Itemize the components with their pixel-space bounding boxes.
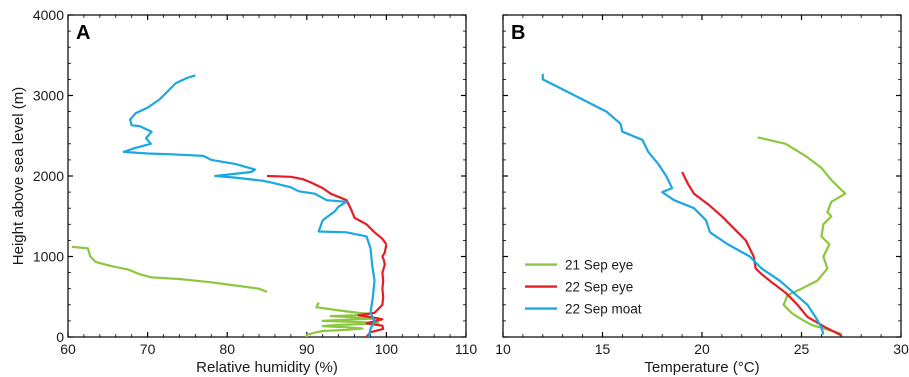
- series-line-21-sep-eye: [757, 136, 847, 335]
- y-tick-label: 1000: [33, 249, 64, 265]
- series-line-21-sep-eye: [71, 245, 268, 293]
- x-axis-label: Relative humidity (%): [196, 359, 338, 376]
- panel-letter: B: [511, 22, 525, 44]
- series-line-21-sep-eye-lower: [305, 301, 380, 337]
- x-tick-label: 80: [219, 341, 235, 357]
- panel-b: 10 15 20 25 30 Temperature (°C) B 21 Sep eye 22 …: [495, 14, 909, 376]
- series-line-22-sep-moat: [541, 73, 825, 335]
- plot-frame: [502, 14, 902, 338]
- x-tick-label: 60: [60, 341, 76, 357]
- y-tick-label: 0: [56, 329, 64, 345]
- legend-label: 22 Sep eye: [565, 280, 633, 295]
- series-line-22-sep-eye: [681, 171, 842, 337]
- x-tick-label: 90: [299, 341, 315, 357]
- series-line-22-sep-eye: [357, 244, 388, 337]
- y-axis-label: Height above sea level (m): [10, 87, 27, 265]
- y-tick-label: 3000: [33, 88, 64, 104]
- y-tick-label: 4000: [33, 7, 64, 23]
- x-tick-label: 30: [893, 341, 909, 357]
- y-tick-label: 2000: [33, 168, 64, 184]
- series-line-22-sep-eye-upper: [266, 174, 388, 246]
- panel-letter: A: [76, 22, 90, 44]
- x-tick-label: 20: [694, 341, 710, 357]
- legend-label: 22 Sep moat: [565, 302, 642, 317]
- x-tick-label: 25: [794, 341, 810, 357]
- x-axis-label: Temperature (°C): [644, 359, 759, 376]
- x-tick-label: 100: [375, 341, 399, 357]
- x-tick-label: 70: [140, 341, 156, 357]
- legend-label: 21 Sep eye: [565, 258, 633, 273]
- x-tick-label: 15: [595, 341, 611, 357]
- x-tick-label: 10: [495, 341, 511, 357]
- series-line-22-sep-moat: [122, 74, 376, 337]
- x-tick-label: 110: [455, 341, 478, 357]
- panel-a: 0 1000 2000 3000 4000 60 70 80 90 100 110 Relative …: [10, 7, 477, 376]
